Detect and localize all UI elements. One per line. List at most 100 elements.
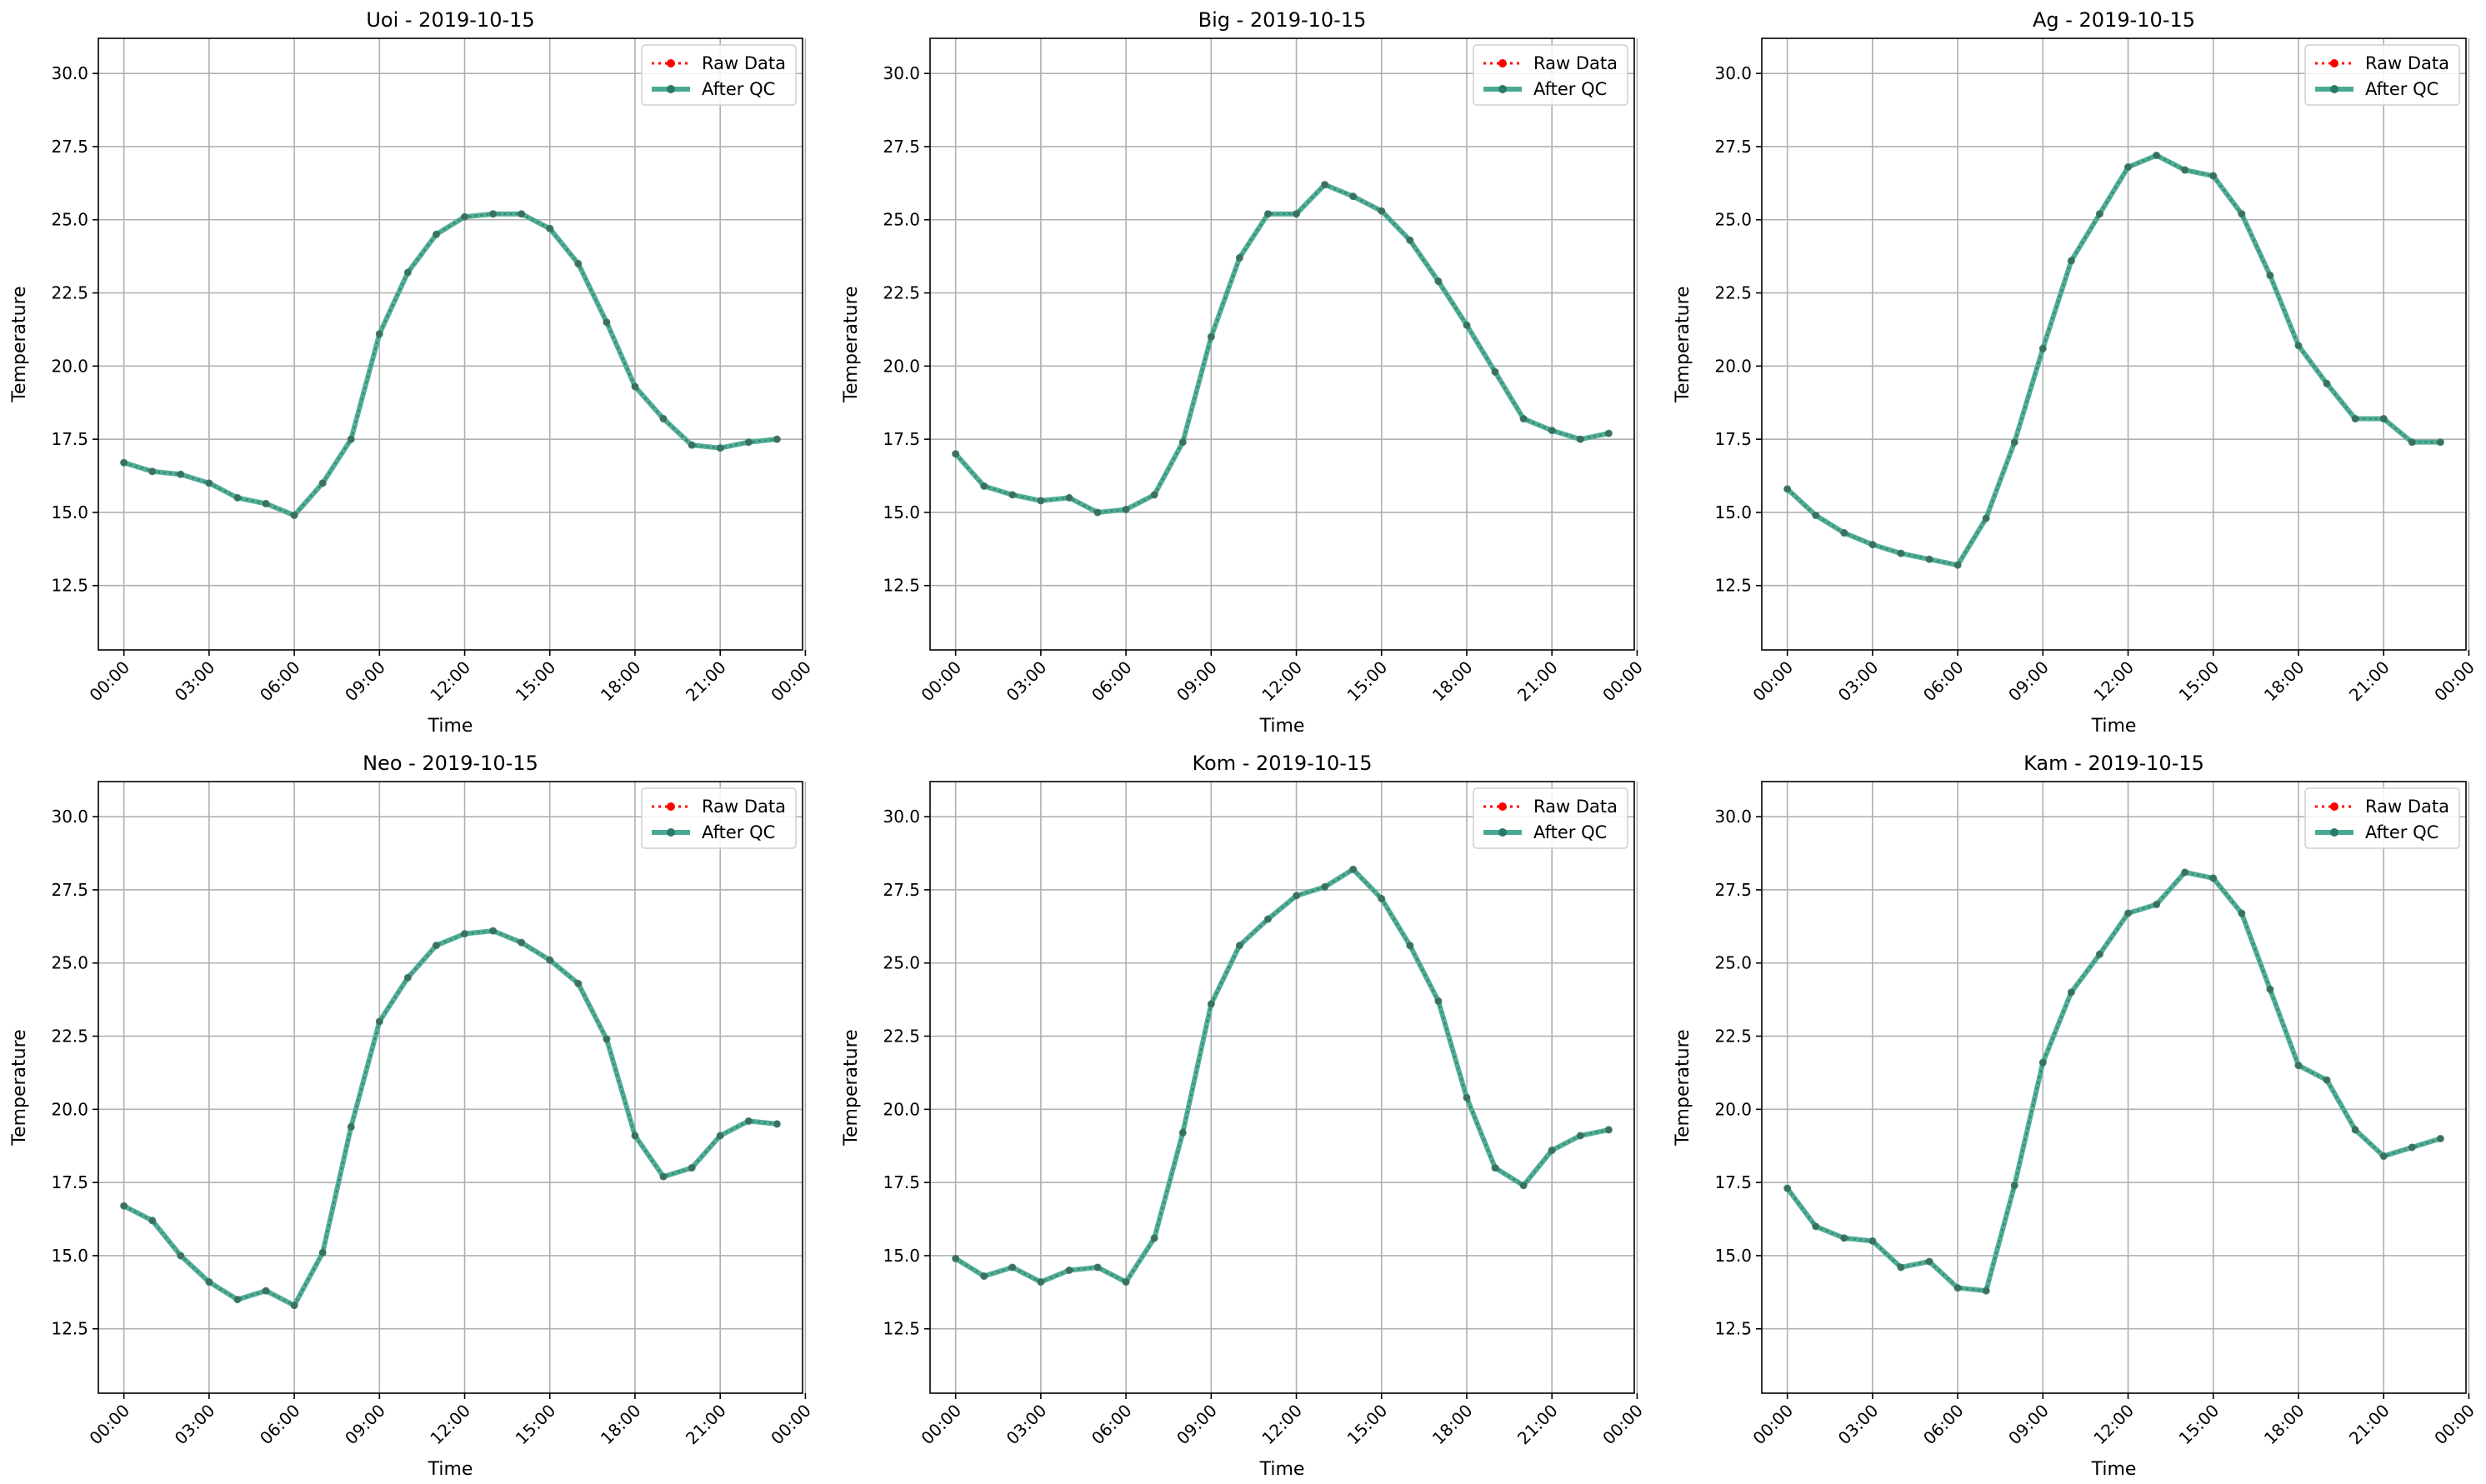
y-tick-label: 12.5	[1714, 576, 1752, 596]
legend: Raw Data After QC	[1473, 787, 1628, 849]
legend-qc-marker	[667, 828, 675, 837]
after-qc-point	[1406, 236, 1414, 244]
after-qc-point	[1349, 192, 1358, 201]
y-tick-label: 12.5	[883, 1319, 920, 1339]
after-qc-point	[1491, 1164, 1499, 1172]
after-qc-point	[659, 415, 668, 423]
x-tick-label: 03:00	[171, 1401, 219, 1449]
x-tick-label: 03:00	[1834, 1401, 1883, 1449]
x-tick-label: 21:00	[2345, 657, 2393, 706]
y-tick-label: 27.5	[1714, 880, 1752, 900]
legend-qc-marker	[667, 85, 675, 93]
after-qc-point	[1207, 1000, 1215, 1008]
x-tick-label: 18:00	[2260, 1401, 2308, 1449]
y-tick-label: 15.0	[883, 502, 920, 522]
after-qc-point	[2266, 985, 2274, 993]
x-tick-label: 18:00	[1428, 657, 1477, 706]
legend: Raw Data After QC	[1473, 44, 1628, 106]
x-tick-label: 09:00	[1173, 657, 1221, 706]
after-qc-point	[403, 268, 412, 277]
after-qc-point	[432, 942, 440, 950]
chart-panel-0: Uoi - 2019-10-15 12.5 15.0 17.5 20.0 22.5 25.0…	[9, 8, 815, 737]
after-qc-point	[518, 210, 526, 218]
after-qc-point	[546, 956, 554, 964]
after-qc-point	[1037, 1278, 1045, 1287]
y-tick-label: 22.5	[1714, 283, 1752, 303]
legend: Raw Data After QC	[2304, 787, 2460, 849]
legend-qc-label: After QC	[1533, 822, 1607, 842]
y-tick-label: 22.5	[51, 1027, 88, 1047]
after-qc-point	[2209, 172, 2218, 180]
after-qc-point	[631, 1132, 639, 1140]
legend-raw-marker	[2330, 802, 2338, 811]
y-tick-label: 17.5	[883, 1172, 920, 1192]
series-line-after-qc	[953, 867, 1612, 1285]
after-qc-point	[1576, 1132, 1584, 1140]
after-qc-point	[262, 499, 270, 507]
after-qc-point	[2238, 909, 2246, 917]
legend-raw-label: Raw Data	[1533, 797, 1618, 817]
series-line-after-qc	[121, 928, 780, 1308]
series-line-raw-data	[954, 183, 1609, 514]
x-axis-label: Time	[2091, 1459, 2137, 1480]
x-tick-label: 03:00	[1003, 1401, 1051, 1449]
after-qc-point	[2436, 1134, 2444, 1142]
after-qc-point	[574, 259, 583, 267]
legend-raw-label: Raw Data	[2365, 797, 2449, 817]
y-tick-label: 30.0	[51, 807, 88, 827]
x-tick-label: 00:00	[85, 657, 133, 706]
after-qc-point	[318, 479, 327, 487]
legend-raw-label: Raw Data	[1533, 53, 1618, 73]
after-qc-point	[205, 1278, 213, 1287]
after-qc-point	[716, 444, 724, 452]
x-tick-label: 12:00	[1258, 657, 1306, 706]
after-qc-point	[1604, 1126, 1613, 1134]
after-qc-point	[2153, 151, 2161, 159]
x-axis-label: Time	[1259, 1459, 1305, 1480]
after-qc-point	[2010, 438, 2018, 447]
after-qc-point	[952, 450, 960, 458]
x-axis-label: Time	[2091, 716, 2137, 737]
legend-qc-label: After QC	[2365, 822, 2438, 842]
y-tick-label: 12.5	[51, 576, 88, 596]
after-qc-point	[1065, 493, 1073, 502]
series-line-raw-data	[123, 212, 778, 517]
x-tick-label: 03:00	[1003, 657, 1051, 706]
y-tick-label: 20.0	[51, 1099, 88, 1119]
after-qc-point	[1519, 415, 1528, 423]
x-tick-label: 09:00	[341, 1401, 389, 1449]
x-tick-label: 06:00	[1919, 1401, 1968, 1449]
y-tick-label: 20.0	[1714, 1099, 1752, 1119]
x-axis-label: Time	[428, 716, 473, 737]
x-tick-label: 15:00	[512, 657, 560, 706]
legend-qc-label: After QC	[2365, 79, 2438, 99]
after-qc-point	[2408, 438, 2416, 447]
legend-qc-label: After QC	[702, 822, 775, 842]
after-qc-point	[2351, 415, 2359, 423]
plot-frame	[1761, 37, 2467, 651]
after-qc-point	[659, 1172, 668, 1181]
x-tick-label: 12:00	[426, 1401, 474, 1449]
after-qc-point	[1812, 511, 1820, 519]
after-qc-point	[518, 938, 526, 947]
after-qc-point	[177, 1252, 185, 1260]
legend-raw-marker	[2330, 59, 2338, 67]
y-tick-label: 25.0	[883, 210, 920, 230]
after-qc-point	[2209, 874, 2218, 882]
series-line-after-qc	[1784, 152, 2443, 568]
x-tick-label: 12:00	[2089, 1401, 2138, 1449]
x-axis-label: Time	[428, 1459, 473, 1480]
y-tick-label: 22.5	[1714, 1027, 1752, 1047]
x-tick-label: 00:00	[767, 1401, 815, 1449]
x-tick-label: 06:00	[1919, 657, 1968, 706]
after-qc-point	[489, 210, 498, 218]
legend-raw-label: Raw Data	[702, 797, 786, 817]
x-tick-label: 15:00	[2175, 657, 2223, 706]
after-qc-point	[2294, 342, 2303, 350]
x-tick-label: 03:00	[171, 657, 219, 706]
y-tick-label: 25.0	[51, 210, 88, 230]
after-qc-point	[1150, 491, 1158, 499]
y-tick-label: 25.0	[1714, 210, 1752, 230]
after-qc-point	[1434, 277, 1443, 285]
y-tick-label: 12.5	[883, 576, 920, 596]
